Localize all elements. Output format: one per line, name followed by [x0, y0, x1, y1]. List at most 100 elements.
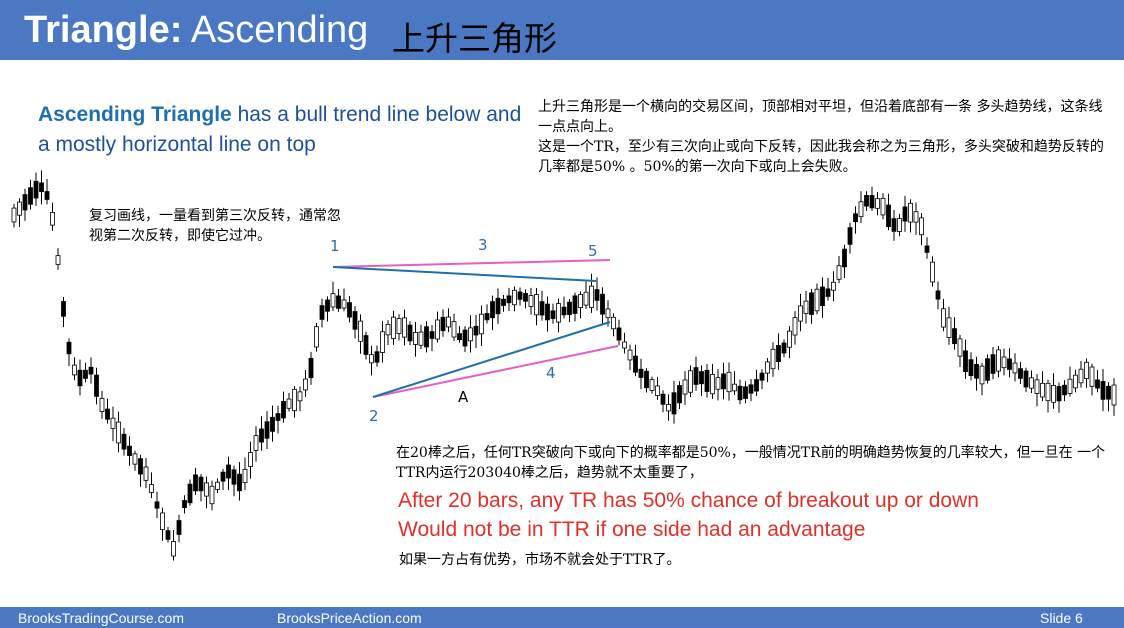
description-rest: has a bull trend line below and a mostly… [38, 103, 522, 156]
label-a: A [458, 388, 469, 406]
price-bar-body [352, 311, 358, 330]
price-bar-body [99, 398, 105, 412]
price-bar-body [622, 341, 627, 349]
upper-magenta-line [332, 259, 611, 268]
price-bar-body [803, 300, 809, 314]
price-bar-body [231, 469, 237, 485]
price-bar-body [297, 391, 303, 402]
price-bar-body [292, 388, 297, 412]
price-bar-body [363, 335, 369, 355]
price-bar-body [682, 379, 688, 395]
price-bar-body [44, 191, 50, 200]
price-bar-body [941, 308, 946, 328]
price-bar-body [22, 194, 28, 211]
note-top-right-line1: 上升三角形是一个横向的交易区间，顶部相对平坦，但沿着底部有一条 多头趋势线，这条… [538, 99, 1103, 135]
footer-site-2: BrooksPriceAction.com [277, 610, 422, 626]
price-bar-body [996, 349, 1001, 372]
price-bar-body [875, 198, 880, 209]
price-bar-body [391, 316, 396, 339]
price-bar-body [1111, 384, 1117, 406]
price-bar-body [512, 289, 517, 306]
price-bar-body [1012, 362, 1018, 374]
price-bar-body [985, 358, 990, 381]
price-bar-body [968, 359, 974, 377]
price-bar-body [1073, 374, 1078, 389]
price-bar-body [677, 385, 682, 404]
price-bar-body [748, 384, 754, 394]
price-bar-body [732, 383, 737, 392]
price-bar-body [330, 293, 336, 308]
price-bar-body [374, 351, 380, 363]
label-5: 5 [588, 242, 598, 260]
price-bar-body [699, 371, 704, 385]
price-bar-body [495, 297, 501, 315]
price-bar-body [1056, 386, 1062, 402]
price-bar-body [913, 211, 919, 223]
price-bar-body [715, 377, 721, 390]
price-bar-body [583, 291, 589, 306]
price-bar-body [347, 302, 352, 318]
price-bar-body [264, 421, 270, 439]
price-bar-body [149, 484, 154, 493]
price-bar-body [286, 398, 292, 409]
price-bar-body [275, 413, 281, 421]
price-bar-body [407, 324, 413, 342]
price-bar-body [979, 365, 985, 385]
price-bar-body [880, 198, 886, 216]
price-bar-body [176, 520, 182, 535]
price-bar-body [990, 354, 996, 374]
price-bar-body [798, 305, 803, 322]
price-bar-body [468, 327, 473, 342]
price-bar-body [858, 201, 864, 218]
price-bar-body [209, 485, 215, 505]
price-bar-body [693, 367, 699, 385]
price-bar-body [248, 452, 253, 467]
price-bar-body [490, 301, 495, 319]
price-bar-body [61, 301, 66, 317]
price-bar-body [666, 404, 671, 412]
price-bar-body [891, 218, 897, 232]
price-bar-body [506, 295, 512, 304]
price-bar-body [132, 453, 138, 465]
price-bar-body [842, 248, 847, 268]
price-bar-body [649, 379, 655, 391]
price-bar-body [611, 316, 616, 330]
price-bar-body [517, 291, 523, 300]
price-bar-body [473, 325, 479, 336]
red-note-line2: Would not be in TTR if one side had an a… [398, 518, 866, 541]
note-top-right-line2: 这是一个TR，至少有三次向止或向下反转，因此我会称之为三角形，多头突破和趋势反转… [538, 139, 1104, 175]
price-bar-body [754, 379, 759, 392]
note-bottom-2: 如果一方占有优势，市场不就会处于TTR了。 [399, 552, 681, 568]
price-bar-body [94, 374, 99, 397]
price-bar-body [440, 316, 446, 332]
price-bar-body [787, 330, 792, 348]
price-bar-body [138, 458, 143, 475]
note-top-right: 上升三角形是一个横向的交易区间，顶部相对平坦，但沿着底部有一条 多头趋势线，这条… [538, 97, 1113, 177]
price-bar-body [935, 290, 941, 300]
price-bar-body [550, 310, 556, 319]
price-bar-body [963, 350, 968, 373]
price-bar-body [1001, 356, 1007, 369]
price-bar-body [776, 345, 781, 362]
title-rest: Ascending [190, 9, 369, 51]
price-bar-body [1034, 379, 1040, 394]
price-bar-body [396, 318, 402, 334]
price-bar-body [215, 481, 220, 490]
price-bar-body [253, 435, 259, 451]
price-bar-body [193, 474, 198, 492]
price-bar-body [77, 369, 83, 387]
price-bar-body [369, 354, 374, 364]
price-bar-body [600, 293, 605, 315]
price-bar-body [204, 482, 209, 497]
price-bar-body [831, 281, 836, 291]
price-bar-body [83, 369, 88, 379]
price-bar-body [198, 476, 204, 492]
ascending-triangle-description: Ascending Triangle has a bull trend line… [38, 100, 538, 160]
price-bar-body [814, 288, 820, 312]
price-bar-body [55, 255, 61, 265]
price-bar-body [556, 303, 561, 323]
price-bar-body [869, 195, 875, 209]
price-bar-body [105, 408, 110, 420]
price-bar-body [721, 373, 726, 390]
price-bar-body [314, 326, 319, 348]
